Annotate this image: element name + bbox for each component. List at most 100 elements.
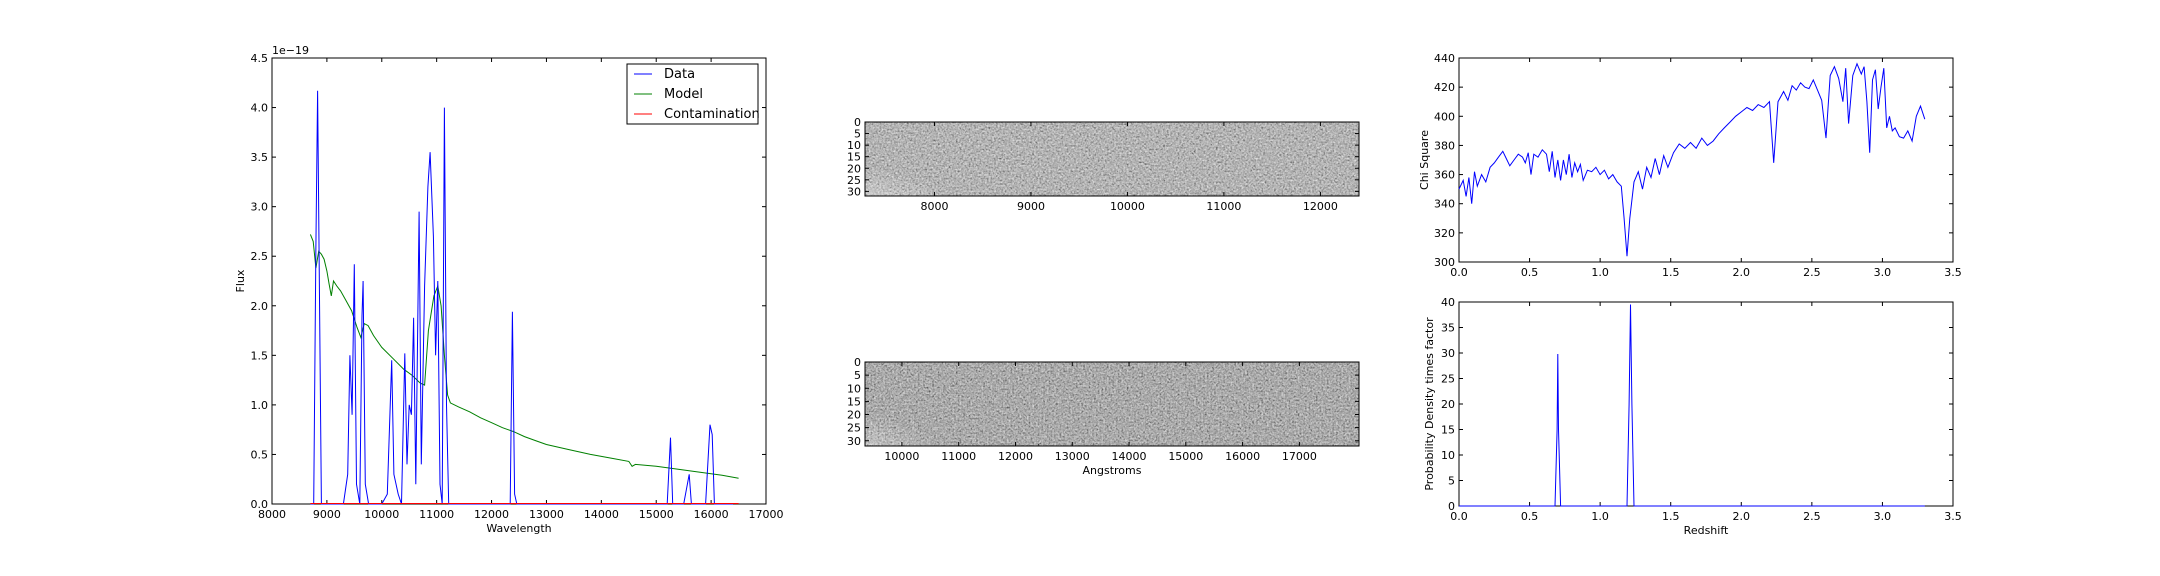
spectrum-model-line	[309, 234, 739, 479]
chi-ytick-label: 420	[1434, 81, 1455, 94]
spectrum-image-bottom: 10000 11000 12000 13000 14000 15000 16000 17000…	[847, 356, 1360, 477]
image-bottom-x-label: Angstroms	[1083, 464, 1142, 477]
pdf-xtick-label: 2.0	[1733, 510, 1751, 523]
spectrum-xtick-label: 10000	[364, 508, 399, 521]
chi-xtick-label: 0.5	[1521, 266, 1539, 279]
pdf-ytick-label: 5	[1448, 475, 1455, 488]
image-bottom-xtick-label: 16000	[1225, 450, 1260, 463]
chi-xtick-label: 1.5	[1662, 266, 1680, 279]
spectrum-y-label: Flux	[234, 269, 247, 292]
chi-y-label: Chi Square	[1418, 130, 1431, 190]
image-top-ytick-label: 10	[847, 139, 861, 152]
legend-contamination-label: Contamination	[664, 107, 760, 122]
pdf-y-label: Probability Density times factor	[1423, 317, 1436, 491]
chi-ytick-label: 300	[1434, 256, 1455, 269]
image-bottom-ytick-label: 15	[847, 395, 861, 408]
spectrum-x-label: Wavelength	[486, 522, 551, 535]
chi-series	[1458, 62, 1926, 257]
spectrum-ytick-label: 1.0	[251, 399, 269, 412]
image-bottom-xtick-label: 17000	[1282, 450, 1317, 463]
chi-line	[1458, 62, 1926, 257]
chi-ytick-label: 400	[1434, 110, 1455, 123]
chi-y-ticks: 300 320 340 360 380 400 420 440	[1434, 52, 1953, 269]
spectrum-xtick-label: 13000	[529, 508, 564, 521]
spectrum-ytick-label: 0.5	[251, 448, 269, 461]
pdf-y-ticks: 0 5 10 15 20 25 30 35 40	[1441, 296, 1953, 513]
pdf-xtick-label: 0.5	[1521, 510, 1539, 523]
image-bottom-ytick-label: 5	[854, 369, 861, 382]
image-bottom-ytick-label: 0	[854, 356, 861, 369]
pdf-ytick-label: 15	[1441, 424, 1455, 437]
pdf-xtick-label: 3.5	[1944, 510, 1962, 523]
image-bottom-ytick-label: 10	[847, 382, 861, 395]
pdf-xtick-label: 2.5	[1803, 510, 1821, 523]
pdf-x-label: Redshift	[1684, 524, 1729, 537]
spectrum-y-ticks: 0.0 0.5 1.0 1.5 2.0 2.5 3.0 3.5 4.0 4.5	[251, 52, 766, 511]
pdf-ytick-label: 25	[1441, 373, 1455, 386]
pdf-ytick-label: 10	[1441, 449, 1455, 462]
pdf-plot: 0.0 0.5 1.0 1.5 2.0 2.5 3.0 3.5 0 5 10 15 20 25 30 35 4…	[1423, 296, 1962, 537]
spectrum-xtick-label: 8000	[258, 508, 286, 521]
image-top-xtick-label: 12000	[1303, 200, 1338, 213]
spectrum-offset-text: 1e−19	[272, 44, 309, 57]
image-top-ytick-label: 15	[847, 151, 861, 164]
image-top-xtick-label: 11000	[1206, 200, 1241, 213]
spectrum-xtick-label: 11000	[419, 508, 454, 521]
chi-ytick-label: 320	[1434, 227, 1455, 240]
image-top-xtick-label: 8000	[920, 200, 948, 213]
image-bottom-xtick-label: 15000	[1168, 450, 1203, 463]
chi-xtick-label: 0.0	[1450, 266, 1468, 279]
image-bottom-xtick-label: 14000	[1112, 450, 1147, 463]
image-top-ytick-label: 5	[854, 128, 861, 141]
spectrum-plot: 8000 9000 10000 11000 12000 13000 14000 15000 16…	[234, 44, 784, 535]
chi-xtick-label: 3.0	[1874, 266, 1892, 279]
image-bottom-ytick-label: 20	[847, 409, 861, 422]
image-top-ytick-label: 25	[847, 174, 861, 187]
pdf-series	[1459, 304, 1925, 507]
pdf-xtick-label: 1.0	[1591, 510, 1609, 523]
image-top-ytick-label: 20	[847, 162, 861, 175]
chi-ytick-label: 360	[1434, 169, 1455, 182]
pdf-ytick-label: 20	[1441, 398, 1455, 411]
spectrum-x-ticks: 8000 9000 10000 11000 12000 13000 14000 15000 16…	[258, 58, 784, 521]
pdf-ytick-label: 30	[1441, 347, 1455, 360]
chi-x-ticks: 0.0 0.5 1.0 1.5 2.0 2.5 3.0 3.5	[1450, 58, 1962, 279]
pdf-xtick-label: 0.0	[1450, 510, 1468, 523]
pdf-ytick-label: 40	[1441, 296, 1455, 309]
pdf-xtick-label: 1.5	[1662, 510, 1680, 523]
image-top-ytick-label: 30	[847, 185, 861, 198]
image-top-xtick-label: 9000	[1017, 200, 1045, 213]
spectrum-ytick-label: 0.0	[251, 498, 269, 511]
chi-ytick-label: 380	[1434, 139, 1455, 152]
image-bottom-xtick-label: 13000	[1055, 450, 1090, 463]
chi-ytick-label: 440	[1434, 52, 1455, 65]
image-top-x-ticks: 8000 9000 10000 11000 12000	[920, 122, 1338, 213]
spectrum-legend: Data Model Contamination	[626, 63, 760, 125]
spectrum-xtick-label: 9000	[313, 508, 341, 521]
spectrum-xtick-label: 12000	[474, 508, 509, 521]
image-top-xtick-label: 10000	[1110, 200, 1145, 213]
spectrum-xtick-label: 15000	[639, 508, 674, 521]
pdf-xtick-label: 3.0	[1874, 510, 1892, 523]
legend-model-label: Model	[664, 87, 703, 102]
image-top-ytick-label: 0	[854, 116, 861, 129]
chi-square-plot: 0.0 0.5 1.0 1.5 2.0 2.5 3.0 3.5 300 320 340 360 380…	[1418, 52, 1962, 279]
image-bottom-xtick-label: 12000	[998, 450, 1033, 463]
spectrum-ytick-label: 4.0	[251, 102, 269, 115]
pdf-x-ticks: 0.0 0.5 1.0 1.5 2.0 2.5 3.0 3.5	[1450, 302, 1962, 523]
pdf-ytick-label: 35	[1441, 322, 1455, 335]
spectrum-ytick-label: 1.5	[251, 349, 269, 362]
image-bottom-ytick-label: 30	[847, 435, 861, 448]
spectrum-series	[309, 90, 739, 505]
spectrum-ytick-label: 3.0	[251, 201, 269, 214]
chi-xtick-label: 2.0	[1733, 266, 1751, 279]
spectrum-ytick-label: 2.0	[251, 300, 269, 313]
chi-xtick-label: 2.5	[1803, 266, 1821, 279]
chi-ytick-label: 340	[1434, 198, 1455, 211]
chi-xtick-label: 3.5	[1944, 266, 1962, 279]
spectrum-ytick-label: 3.5	[251, 151, 269, 164]
chi-xtick-label: 1.0	[1591, 266, 1609, 279]
